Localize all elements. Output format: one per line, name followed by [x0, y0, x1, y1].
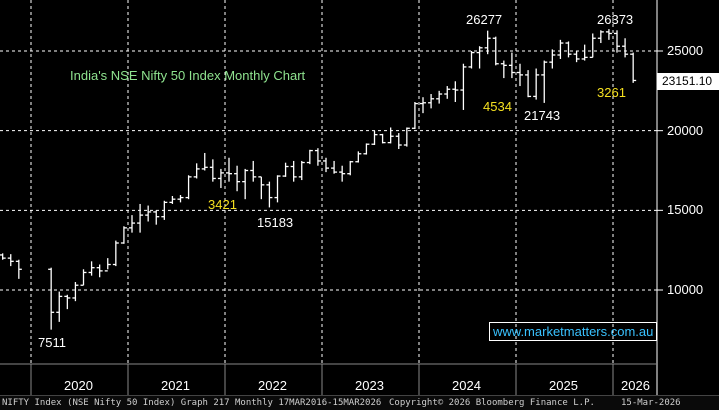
annotation-drop-2021: 3421: [208, 197, 237, 212]
x-tick-label: 2020: [64, 378, 93, 393]
annotation-low-2020: 7511: [38, 335, 66, 350]
x-tick-label: 2026: [621, 378, 650, 393]
y-tick-label: 15000: [667, 202, 704, 217]
y-tick-label: 10000: [667, 282, 704, 297]
x-tick-label: 2022: [258, 378, 287, 393]
x-tick-label: 2023: [355, 378, 384, 393]
chart-title: India's NSE Nifty 50 Index Monthly Chart: [70, 68, 306, 83]
footer-center: Copyright© 2026 Bloomberg Finance L.P.: [389, 398, 595, 408]
annotation-drop-2024: 4534: [483, 99, 512, 114]
annotation-drop-2026: 3261: [597, 85, 626, 100]
x-tick-label: 2021: [161, 378, 190, 393]
annotation-low-2025: 21743: [524, 108, 561, 123]
y-tick-label: 20000: [667, 123, 704, 138]
footer-bar: NIFTY Index (NSE Nifty 50 Index) Graph 2…: [0, 395, 719, 410]
annotation-low-2022: 15183: [257, 215, 294, 230]
footer-left: NIFTY Index (NSE Nifty 50 Index) Graph 2…: [2, 398, 382, 408]
last-price-label: 23151.10: [657, 73, 719, 90]
x-tick-label: 2024: [452, 378, 481, 393]
website-link[interactable]: www.marketmatters.com.au: [489, 322, 658, 341]
footer-right: 15-Mar-2026 22:53:35: [621, 398, 681, 408]
y-tick-label: 25000: [667, 43, 704, 58]
annotation-high-2024: 26277: [466, 12, 503, 27]
x-tick-label: 2025: [549, 378, 578, 393]
annotation-high-2025: 26373: [597, 12, 634, 27]
